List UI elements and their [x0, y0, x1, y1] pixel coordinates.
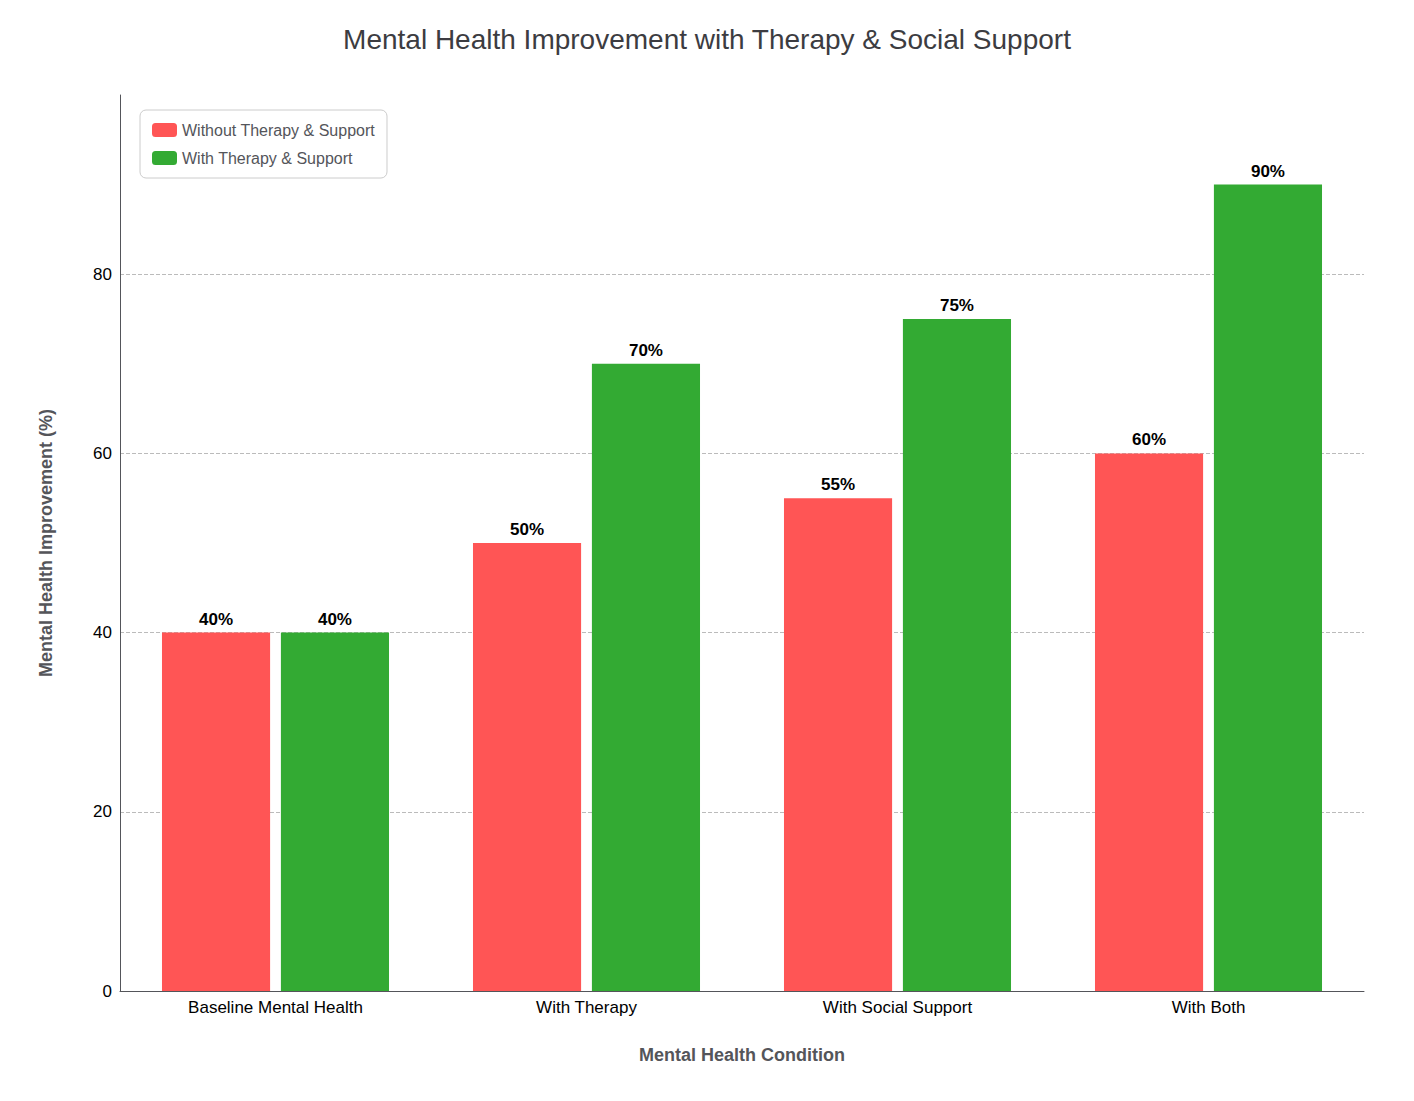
svg-text:70%: 70%: [629, 341, 663, 360]
svg-text:75%: 75%: [940, 296, 974, 315]
svg-text:40%: 40%: [199, 610, 233, 629]
svg-text:Mental Health Improvement with: Mental Health Improvement with Therapy &…: [343, 24, 1071, 55]
svg-text:Mental Health Improvement (%): Mental Health Improvement (%): [36, 409, 56, 677]
svg-text:40: 40: [93, 623, 112, 642]
svg-text:With Therapy & Support: With Therapy & Support: [182, 150, 353, 167]
svg-text:20: 20: [93, 802, 112, 821]
svg-text:90%: 90%: [1251, 162, 1285, 181]
svg-text:With Social Support: With Social Support: [823, 998, 973, 1017]
svg-text:With Both: With Both: [1172, 998, 1246, 1017]
svg-text:40%: 40%: [318, 610, 352, 629]
svg-text:Mental Health Condition: Mental Health Condition: [639, 1045, 845, 1065]
svg-text:60%: 60%: [1132, 430, 1166, 449]
svg-text:60: 60: [93, 444, 112, 463]
svg-text:With Therapy: With Therapy: [536, 998, 637, 1017]
svg-text:55%: 55%: [821, 475, 855, 494]
svg-text:0: 0: [103, 982, 112, 1001]
svg-text:Without Therapy & Support: Without Therapy & Support: [182, 122, 375, 139]
svg-text:50%: 50%: [510, 520, 544, 539]
svg-text:80: 80: [93, 265, 112, 284]
svg-text:Baseline Mental Health: Baseline Mental Health: [188, 998, 363, 1017]
